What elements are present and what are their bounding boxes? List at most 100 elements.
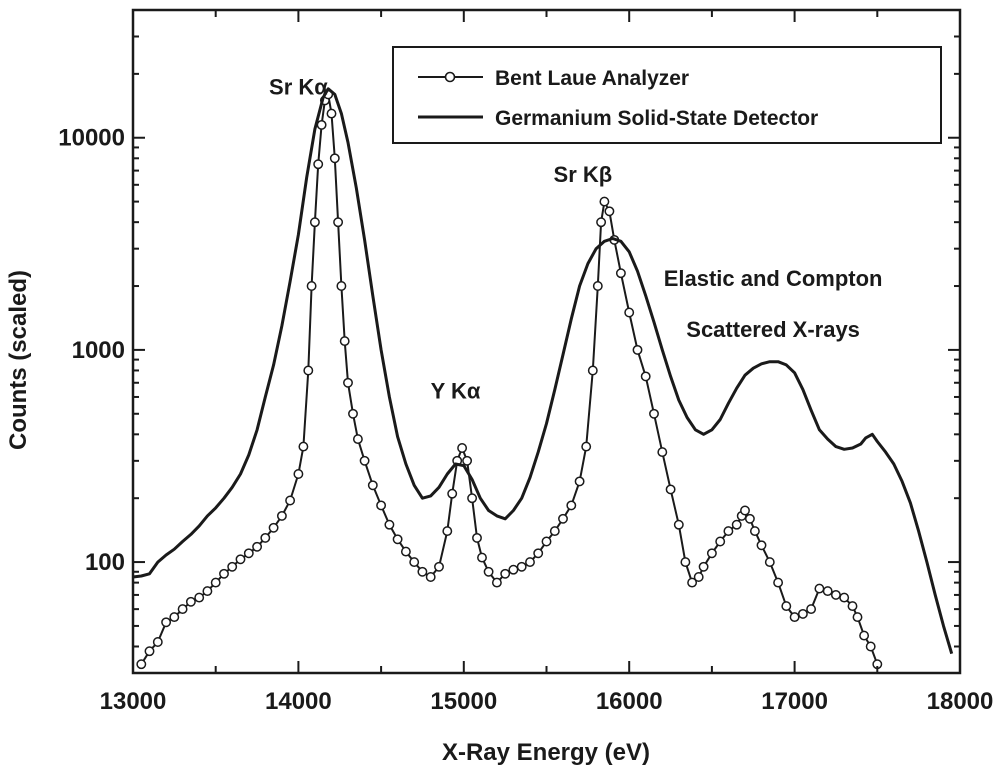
series-0-marker: [830, 589, 841, 600]
series-0-marker: [400, 546, 411, 557]
series-0-marker: [434, 561, 444, 572]
annotation-layer: Sr Kα Y Kα Sr Kβ Elastic and Compton Scatter…: [269, 74, 882, 403]
series-0-marker: [136, 659, 147, 670]
legend-swatch-marker: [444, 71, 456, 83]
series-0-marker: [740, 505, 750, 516]
series-0-marker: [336, 281, 347, 291]
series-0-marker: [202, 586, 213, 597]
series-0-marker: [680, 557, 691, 568]
legend-label: Bent Laue Analyzer: [495, 67, 689, 90]
series-0-marker: [706, 548, 717, 559]
series-0-marker: [744, 513, 755, 524]
series-0-marker: [731, 519, 742, 530]
series-0-marker: [177, 604, 188, 615]
series-0-marker: [596, 217, 607, 228]
series-0-marker: [293, 469, 304, 479]
peak-annotation: Sr Kα: [269, 74, 328, 99]
series-0-marker: [447, 488, 458, 499]
series-0-marker: [822, 586, 833, 597]
series-0-marker: [309, 217, 320, 228]
series-0-marker: [457, 443, 468, 453]
series-0-marker: [749, 526, 760, 537]
series-0-marker: [467, 493, 478, 504]
series-0-marker: [252, 541, 263, 552]
x-tick-label: 13000: [100, 688, 167, 715]
series-0-marker: [348, 408, 358, 419]
series-0-marker: [298, 441, 309, 452]
series-0-marker: [384, 519, 395, 530]
series-0-marker: [698, 561, 709, 572]
peak-annotation: Scattered X-rays: [686, 317, 860, 342]
series-0-marker: [773, 577, 784, 588]
series-0-marker: [169, 612, 180, 623]
series-0-marker: [541, 536, 552, 547]
series-0-marker: [516, 561, 527, 572]
series-0-marker: [285, 495, 296, 506]
series-0-marker: [339, 336, 350, 347]
series-0-marker: [367, 480, 378, 491]
series-0-marker: [806, 604, 817, 615]
series-0-marker: [797, 608, 808, 619]
series-0-marker: [313, 159, 324, 170]
series-0-marker: [144, 646, 155, 657]
series-0-marker: [715, 536, 726, 547]
series-0-marker: [859, 630, 870, 641]
series-0-marker: [333, 217, 344, 228]
y-tick-label: 10000: [58, 125, 125, 152]
peak-annotation: Sr Kβ: [554, 162, 613, 187]
series-0-marker: [814, 583, 825, 594]
series-0-marker: [303, 365, 314, 376]
series-0-marker: [359, 455, 370, 466]
series-layer: [132, 87, 954, 670]
series-0-marker: [566, 500, 577, 511]
series-0-marker: [789, 612, 800, 623]
series-0-marker: [483, 566, 494, 577]
series-0-marker: [756, 540, 767, 551]
series-0-marker: [268, 522, 279, 533]
series-0-marker: [161, 617, 172, 628]
series-0-marker: [500, 568, 511, 579]
series-0-marker: [442, 526, 453, 537]
series-0-marker: [425, 572, 436, 582]
series-0-marker: [587, 365, 598, 376]
series-0-marker: [508, 564, 519, 575]
series-line-1: [132, 87, 954, 655]
series-0-marker: [604, 206, 615, 217]
series-0-marker: [781, 601, 792, 612]
peak-annotation: Y Kα: [431, 379, 481, 404]
series-0-marker: [185, 596, 196, 607]
legend-box: [392, 46, 942, 144]
series-0-marker: [376, 500, 387, 511]
series-0-marker: [624, 307, 635, 318]
x-axis-title: X-Ray Energy (eV): [442, 739, 650, 766]
series-0-marker: [392, 534, 403, 545]
series-0-marker: [574, 476, 585, 487]
series-0-marker: [687, 577, 698, 588]
series-0-marker: [657, 447, 668, 458]
x-tick-label: 15000: [430, 688, 497, 715]
y-tick-label: 100: [85, 549, 125, 576]
x-tick-label: 14000: [265, 688, 332, 715]
series-0-marker: [409, 557, 420, 568]
series-0-marker: [462, 455, 473, 466]
legend: Bent Laue Analyzer Germanium Solid-State …: [392, 46, 942, 144]
series-0-marker: [592, 281, 603, 291]
series-0-marker: [723, 526, 734, 537]
series-0-marker: [673, 519, 684, 530]
series-0-marker: [865, 641, 876, 652]
series-0-marker: [847, 601, 858, 612]
series-0-marker: [581, 441, 592, 452]
series-0-marker: [306, 281, 317, 291]
series-0-marker: [329, 153, 340, 164]
axes-layer: 13000 14000 15000 16000 17000 18000 100 1000 100…: [58, 8, 993, 715]
legend-label: Germanium Solid-State Detector: [495, 107, 818, 130]
series-0-marker: [219, 568, 229, 579]
y-axis-title: Counts (scaled): [5, 270, 32, 450]
series-0-marker: [227, 561, 238, 572]
series-0-marker: [558, 513, 568, 524]
series-0-marker: [665, 484, 676, 495]
series-0-marker: [852, 612, 863, 623]
series-0-marker: [477, 552, 487, 563]
series-0-marker: [276, 510, 287, 521]
